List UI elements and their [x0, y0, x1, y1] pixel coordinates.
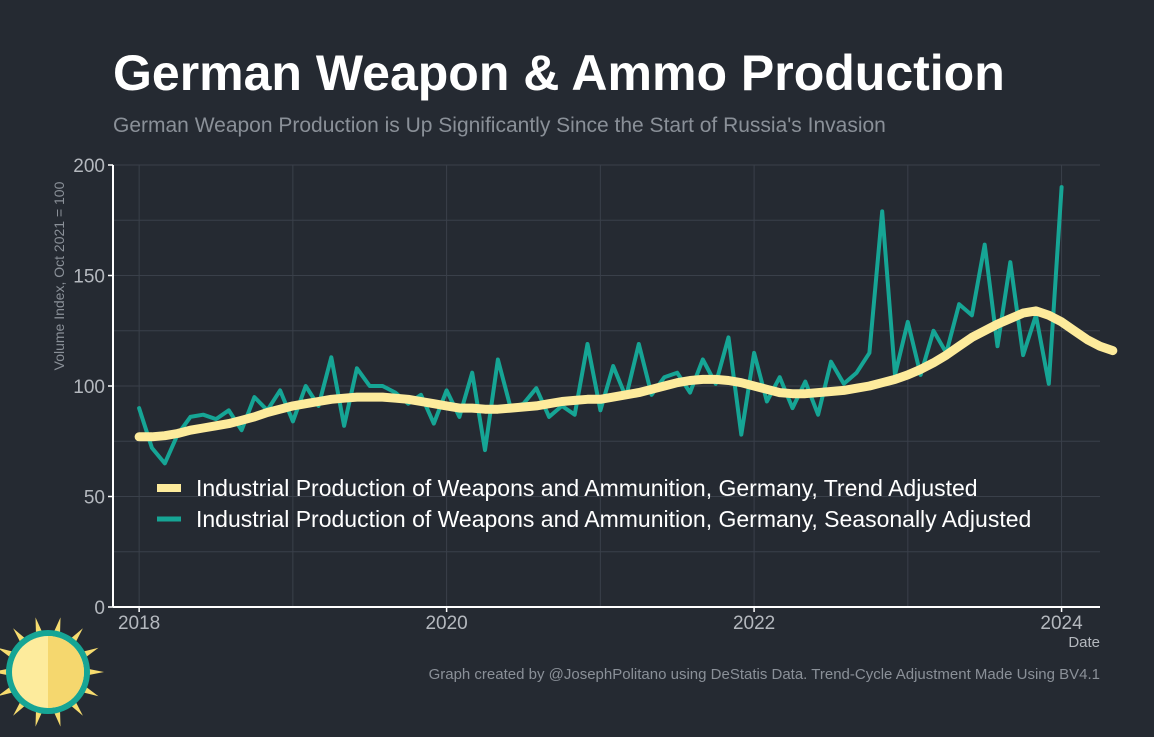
y-tick-label: 200 [73, 156, 105, 177]
x-tick-label: 2018 [118, 613, 160, 634]
y-tick-label: 50 [84, 488, 105, 509]
x-tick-label: 2024 [1040, 613, 1083, 634]
chart-title: German Weapon & Ammo Production [113, 45, 1005, 101]
source-caption: Graph created by @JosephPolitano using D… [428, 666, 1100, 683]
series-layer [134, 185, 1118, 466]
y-tick-label: 150 [73, 267, 105, 288]
x-tick-label: 2022 [733, 613, 775, 634]
sun-icon [0, 617, 104, 727]
y-axis-label: Volume Index, Oct 2021 = 100 [51, 181, 67, 370]
x-axis-label: Date [1068, 634, 1100, 651]
legend-label: Industrial Production of Weapons and Amm… [196, 506, 1031, 532]
x-tick-label: 2020 [425, 613, 467, 634]
y-tick-label: 100 [73, 377, 105, 398]
series-line-trend [134, 306, 1118, 442]
series-line-seasonal [137, 185, 1064, 466]
legend-label: Industrial Production of Weapons and Amm… [196, 475, 978, 501]
chart-subtitle: German Weapon Production is Up Significa… [113, 114, 886, 137]
y-tick-label: 0 [94, 598, 105, 619]
sun-half [48, 636, 84, 708]
legend: Industrial Production of Weapons and Amm… [157, 475, 1031, 532]
